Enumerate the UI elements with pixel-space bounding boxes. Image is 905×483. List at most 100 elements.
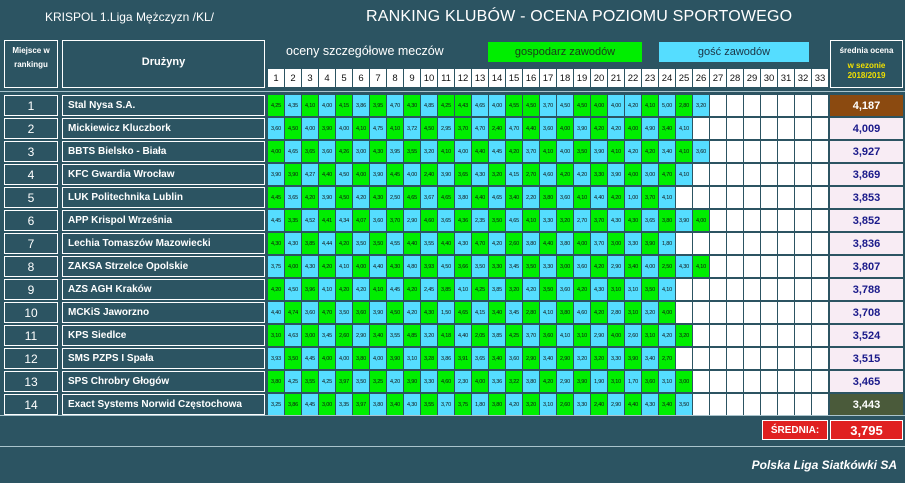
empty-score-cell bbox=[727, 118, 744, 139]
team-name: SMS PZPS I Spała bbox=[62, 348, 265, 369]
away-score-cell: 3,90 bbox=[370, 302, 387, 323]
away-score-cell: 4,00 bbox=[557, 141, 574, 162]
away-score-cell: 3,60 bbox=[557, 279, 574, 300]
home-score-cell: 3,96 bbox=[302, 279, 319, 300]
team-name: KFC Gwardia Wrocław bbox=[62, 164, 265, 185]
away-score-cell: 3,55 bbox=[387, 325, 404, 346]
home-score-cell: 4,00 bbox=[557, 118, 574, 139]
home-score-cell: 3,90 bbox=[319, 118, 336, 139]
match-number: 12 bbox=[455, 69, 472, 87]
home-score-cell: 4,43 bbox=[455, 95, 472, 116]
home-score-cell: 4,40 bbox=[472, 187, 489, 208]
away-score-cell: 4,20 bbox=[625, 95, 642, 116]
home-score-cell: 3,20 bbox=[557, 210, 574, 231]
away-score-cell: 3,90 bbox=[438, 164, 455, 185]
home-score-cell: 3,97 bbox=[336, 371, 353, 392]
empty-score-cell bbox=[778, 118, 795, 139]
match-scores: 3,80 4,25 3,55 4,25 3,97 3,50 3,25 4,20 3,90 3,30… bbox=[268, 371, 829, 392]
match-scores: 4,45 3,65 4,20 3,90 4,50 4,20 4,30 2,50 4,65 3,67… bbox=[268, 187, 829, 208]
league-title: KRISPOL 1.Liga Mężczyzn /KL/ bbox=[45, 10, 214, 24]
empty-score-cell bbox=[812, 210, 829, 231]
away-score-cell: 3,30 bbox=[540, 256, 557, 277]
match-number: 14 bbox=[489, 69, 506, 87]
away-score-cell: 4,40 bbox=[591, 187, 608, 208]
home-score-cell: 4,20 bbox=[608, 187, 625, 208]
home-score-cell: 2,50 bbox=[659, 256, 676, 277]
home-score-cell: 4,45 bbox=[268, 187, 285, 208]
empty-score-cell bbox=[761, 141, 778, 162]
home-score-cell: 3,50 bbox=[574, 141, 591, 162]
away-score-cell: 1,80 bbox=[472, 394, 489, 415]
footer-divider bbox=[0, 446, 905, 447]
empty-score-cell bbox=[761, 279, 778, 300]
away-score-cell: 4,30 bbox=[676, 256, 693, 277]
empty-score-cell bbox=[727, 141, 744, 162]
empty-score-cell bbox=[710, 233, 727, 254]
away-score-cell: 2,50 bbox=[387, 187, 404, 208]
away-score-cell: 4,85 bbox=[421, 95, 438, 116]
empty-score-cell bbox=[727, 187, 744, 208]
home-score-cell: 4,40 bbox=[319, 164, 336, 185]
away-score-cell: 4,40 bbox=[268, 302, 285, 323]
home-score-cell: 4,00 bbox=[353, 256, 370, 277]
legend-home: gospodarz zawodów bbox=[488, 42, 642, 62]
away-score-cell: 4,90 bbox=[642, 118, 659, 139]
empty-score-cell bbox=[778, 348, 795, 369]
away-score-cell: 4,65 bbox=[285, 141, 302, 162]
away-score-cell: 4,10 bbox=[676, 164, 693, 185]
away-score-cell: 4,10 bbox=[659, 187, 676, 208]
rank-cell: 4 bbox=[4, 164, 58, 185]
home-score-cell: 3,80 bbox=[268, 371, 285, 392]
match-scores: 3,90 3,90 4,27 4,40 4,50 4,00 3,90 4,45 4,00 2,40… bbox=[268, 164, 829, 185]
away-score-cell: 4,10 bbox=[319, 279, 336, 300]
home-score-cell: 3,55 bbox=[421, 394, 438, 415]
empty-score-cell bbox=[778, 325, 795, 346]
home-score-cell: 3,50 bbox=[523, 256, 540, 277]
empty-score-cell bbox=[676, 348, 693, 369]
team-name: MCKiS Jaworzno bbox=[62, 302, 265, 323]
rank-cell: 3 bbox=[4, 141, 58, 162]
away-score-cell: 3,86 bbox=[353, 95, 370, 116]
home-score-cell: 4,00 bbox=[625, 164, 642, 185]
match-number: 2 bbox=[285, 69, 302, 87]
away-score-cell: 4,00 bbox=[489, 95, 506, 116]
home-score-cell: 4,20 bbox=[591, 302, 608, 323]
home-score-cell: 3,00 bbox=[608, 233, 625, 254]
home-score-cell: 4,15 bbox=[336, 95, 353, 116]
match-number: 8 bbox=[387, 69, 404, 87]
empty-score-cell bbox=[710, 256, 727, 277]
home-score-cell: 3,40 bbox=[506, 187, 523, 208]
home-score-cell: 3,91 bbox=[455, 348, 472, 369]
season-average: 3,869 bbox=[830, 164, 903, 185]
away-score-cell: 4,10 bbox=[557, 325, 574, 346]
away-score-cell: 3,36 bbox=[489, 371, 506, 392]
match-scores: 3,60 4,50 4,00 3,90 4,00 4,10 4,75 4,10 3,72 4,50… bbox=[268, 118, 829, 139]
empty-score-cell bbox=[727, 164, 744, 185]
home-score-cell: 3,60 bbox=[353, 302, 370, 323]
away-score-cell: 4,20 bbox=[574, 164, 591, 185]
empty-score-cell bbox=[778, 394, 795, 415]
rank-column-header: Miejsce w rankingu bbox=[4, 40, 58, 88]
empty-score-cell bbox=[710, 348, 727, 369]
team-name: Stal Nysa S.A. bbox=[62, 95, 265, 116]
home-score-cell: 4,20 bbox=[591, 118, 608, 139]
home-score-cell: 2,05 bbox=[472, 325, 489, 346]
rank-cell: 6 bbox=[4, 210, 58, 231]
empty-score-cell bbox=[778, 302, 795, 323]
empty-score-cell bbox=[710, 371, 727, 392]
away-score-cell: 2,90 bbox=[608, 256, 625, 277]
home-score-cell: 3,10 bbox=[608, 371, 625, 392]
away-score-cell: 3,90 bbox=[370, 164, 387, 185]
season-average: 3,853 bbox=[830, 187, 903, 208]
home-score-cell: 3,40 bbox=[659, 118, 676, 139]
away-score-cell: 4,60 bbox=[540, 164, 557, 185]
empty-score-cell bbox=[744, 394, 761, 415]
away-score-cell: 4,50 bbox=[285, 279, 302, 300]
home-score-cell: 4,10 bbox=[540, 141, 557, 162]
table-row: 14 Exact Systems Norwid Częstochowa 3,25 3,… bbox=[0, 394, 905, 417]
away-score-cell: 4,15 bbox=[506, 164, 523, 185]
match-number: 10 bbox=[421, 69, 438, 87]
home-score-cell: 4,10 bbox=[387, 118, 404, 139]
home-score-cell: 4,10 bbox=[438, 141, 455, 162]
away-score-cell: 3,20 bbox=[574, 348, 591, 369]
